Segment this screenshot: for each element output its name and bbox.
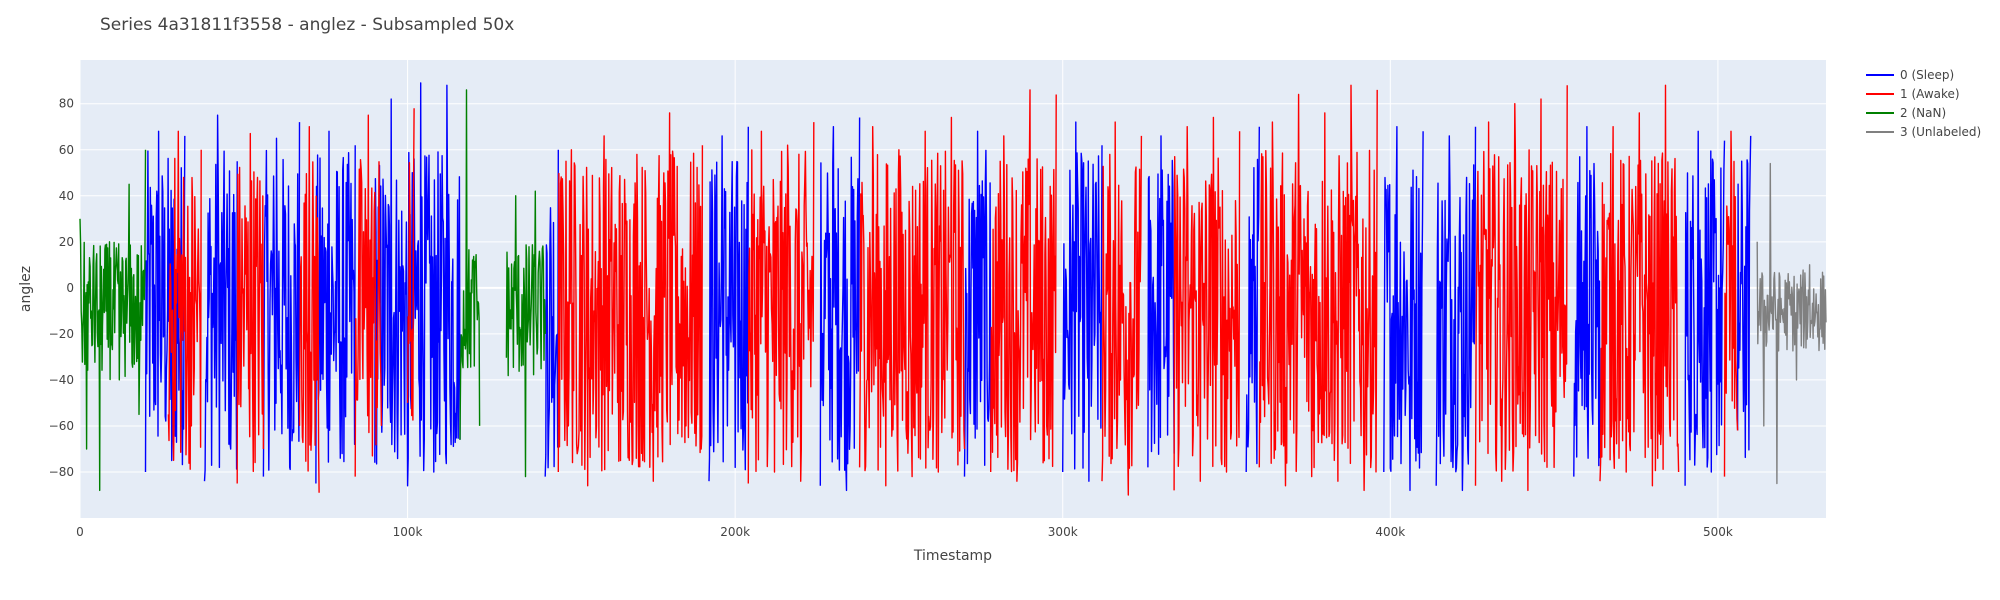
series-lines	[79, 82, 1827, 496]
series-line-segment	[858, 116, 966, 487]
series-line-segment	[262, 122, 301, 477]
legend-item-label: 2 (NaN)	[1900, 106, 1946, 120]
series-line-segment	[236, 132, 265, 484]
series-line-segment	[747, 122, 815, 484]
legend-item-label: 0 (Sleep)	[1900, 68, 1954, 82]
x-tick-label: 0	[76, 525, 84, 539]
series-line-segment	[1383, 126, 1424, 492]
series-line-segment	[544, 149, 559, 477]
x-tick-label: 100k	[393, 525, 423, 539]
series-1	[167, 84, 1739, 496]
series-line-segment	[990, 89, 1057, 482]
series-3	[1756, 162, 1827, 485]
series-line-segment	[708, 126, 749, 482]
x-tick-label: 300k	[1048, 525, 1078, 539]
x-tick-label: 400k	[1375, 525, 1405, 539]
series-line-segment	[1101, 121, 1143, 496]
series-line-segment	[1173, 116, 1241, 491]
series-line-segment	[167, 130, 202, 470]
series-line-segment	[1684, 130, 1726, 486]
x-tick-label: 200k	[720, 525, 750, 539]
series-line-segment	[374, 82, 461, 487]
series-line-segment	[557, 112, 704, 487]
series-line-segment	[315, 130, 356, 484]
chart-title: Series 4a31811f3558 - anglez - Subsample…	[100, 15, 514, 35]
series-line-segment	[1599, 84, 1680, 487]
series-line-segment	[406, 108, 415, 421]
series-line-segment	[298, 126, 320, 493]
series-line-segment	[1756, 162, 1827, 485]
y-tick-label: 20	[59, 235, 74, 249]
y-tick-label: 80	[59, 97, 74, 111]
legend: 0 (Sleep) 1 (Awake) 2 (NaN) 3 (Unlabeled)	[1866, 68, 1981, 139]
series-line-segment	[1723, 130, 1739, 477]
y-tick-label: 40	[59, 189, 74, 203]
series-line-segment	[1573, 126, 1601, 477]
y-axis-title: anglez	[18, 266, 34, 312]
series-line-segment	[354, 114, 383, 477]
series-line-segment	[1147, 135, 1175, 468]
series-0	[144, 82, 1752, 492]
x-axis-title: Timestamp	[913, 548, 992, 564]
x-axis-ticks: 0 100k 200k 300k 400k 500k	[76, 525, 1733, 539]
series-line-segment	[1258, 84, 1378, 492]
y-tick-label: −80	[49, 465, 74, 479]
y-tick-label: 60	[59, 143, 74, 157]
series-line-segment	[459, 89, 481, 440]
legend-item-label: 1 (Awake)	[1900, 87, 1960, 101]
series-line-segment	[1245, 126, 1260, 473]
series-line-segment	[1736, 135, 1752, 459]
y-tick-label: −20	[49, 327, 74, 341]
series-line-segment	[79, 149, 147, 492]
y-axis-ticks: −80 −60 −40 −20 0 20 40 60 80	[49, 97, 74, 479]
series-2	[79, 89, 546, 492]
x-tick-label: 500k	[1703, 525, 1733, 539]
series-line-segment	[819, 117, 861, 492]
y-tick-label: 0	[66, 281, 74, 295]
legend-item-label: 3 (Unlabeled)	[1900, 125, 1981, 139]
series-line-segment	[1474, 85, 1568, 492]
series-line-segment	[1062, 121, 1103, 482]
series-line-segment	[963, 130, 992, 477]
series-line-segment	[505, 190, 546, 478]
y-tick-label: −60	[49, 419, 74, 433]
series-line-segment	[1435, 126, 1477, 492]
series-line-segment	[203, 114, 238, 482]
y-tick-label: −40	[49, 373, 74, 387]
